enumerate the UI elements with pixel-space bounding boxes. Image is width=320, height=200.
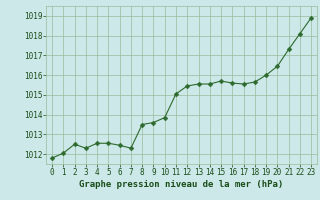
X-axis label: Graphe pression niveau de la mer (hPa): Graphe pression niveau de la mer (hPa) [79,180,284,189]
